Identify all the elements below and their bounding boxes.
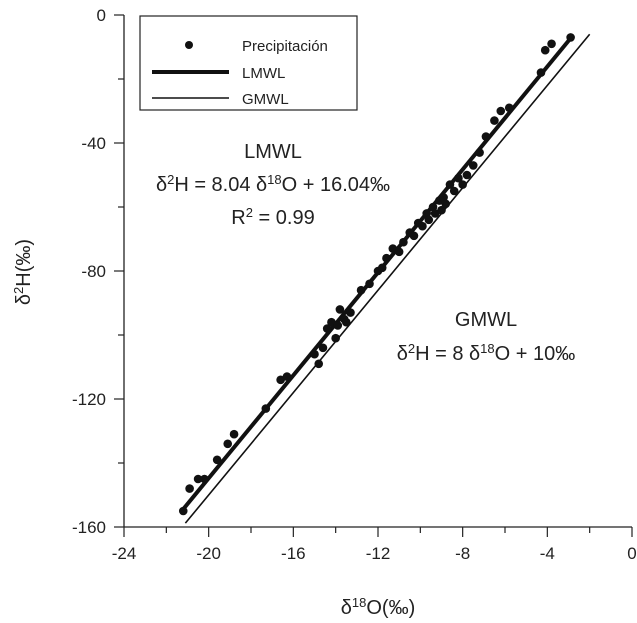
annotation-gmwl-title: GMWL (455, 309, 517, 331)
data-point (437, 205, 446, 215)
legend-label-gmwl: GMWL (242, 91, 289, 108)
data-points (178, 33, 575, 516)
annotation-lmwl-r2: R2 = 0.99 (231, 205, 314, 230)
tick-marks (114, 14, 633, 537)
data-point (566, 33, 575, 42)
data-point (424, 215, 434, 225)
data-point (496, 106, 506, 116)
data-point (276, 375, 285, 385)
y-axis-title: δ2H(‰) (11, 239, 36, 305)
data-point (454, 173, 463, 183)
y-tick-label: -80 (81, 262, 106, 281)
y-tick-label: -120 (72, 390, 106, 409)
x-tick-label: -24 (112, 544, 137, 563)
regression-lines (179, 33, 591, 524)
data-point (388, 244, 398, 253)
data-point (399, 237, 408, 247)
data-point (441, 199, 451, 209)
data-point (458, 180, 467, 189)
legend-label-lmwl: LMWL (242, 65, 285, 82)
data-point (178, 506, 188, 516)
data-point (430, 209, 440, 218)
data-point (468, 161, 478, 170)
y-tick-label: 0 (97, 6, 106, 25)
data-point (449, 186, 459, 196)
data-point (200, 474, 209, 484)
data-point (331, 333, 340, 343)
data-point (475, 148, 484, 157)
data-point (356, 285, 366, 295)
data-point (394, 247, 404, 257)
data-point (318, 343, 328, 353)
data-point (261, 404, 271, 413)
data-point (418, 221, 427, 231)
data-point (322, 324, 332, 333)
legend-label-precipitacion: Precipitación (242, 38, 328, 55)
data-point (193, 474, 203, 484)
data-point (481, 132, 491, 141)
lmwl-line (179, 37, 573, 513)
data-point (212, 455, 222, 465)
data-point (547, 39, 556, 49)
annotations: LMWL δ2H = 8.04 δ18O + 16.04‰ R2 = 0.99 … (156, 141, 575, 365)
annotation-lmwl-title: LMWL (244, 141, 302, 163)
x-tick-label: -20 (196, 544, 221, 563)
data-point (377, 263, 387, 273)
data-point (536, 68, 546, 77)
data-point (409, 231, 419, 241)
annotation-lmwl-equation: δ2H = 8.04 δ18O + 16.04‰ (156, 172, 390, 197)
x-tick-label: -8 (455, 544, 470, 563)
data-point (282, 372, 292, 381)
data-point (490, 116, 499, 125)
data-point (504, 103, 514, 113)
y-tick-label: -40 (81, 134, 106, 153)
x-tick-label: -16 (281, 544, 306, 563)
x-axis-title: δ18O(‰) (341, 595, 416, 620)
tick-labels: -24 -20 -16 -12 -8 -4 00-40-80-120-160 (72, 6, 637, 563)
data-point (327, 317, 336, 327)
data-point (223, 439, 233, 449)
legend: Precipitación LMWL GMWL (139, 15, 358, 111)
data-point (540, 45, 550, 55)
data-point (310, 349, 319, 359)
data-point (229, 429, 239, 439)
data-point (445, 180, 455, 189)
data-point (365, 279, 374, 289)
annotation-gmwl-equation: δ2H = 8 δ18O + 10‰ (397, 341, 576, 366)
data-point (185, 484, 194, 493)
gmwl-line (184, 33, 591, 524)
data-point (346, 308, 355, 317)
x-tick-label: -4 (540, 544, 555, 563)
data-point (462, 170, 472, 180)
legend-box (139, 15, 358, 111)
data-point (335, 305, 345, 314)
data-point (333, 321, 343, 330)
x-tick-label: 0 (627, 544, 636, 563)
x-tick-label: -12 (366, 544, 391, 563)
y-tick-label: -160 (72, 518, 106, 537)
data-point (382, 253, 391, 263)
data-point (314, 359, 324, 369)
legend-marker-precipitacion (185, 41, 193, 49)
data-point (341, 317, 351, 327)
